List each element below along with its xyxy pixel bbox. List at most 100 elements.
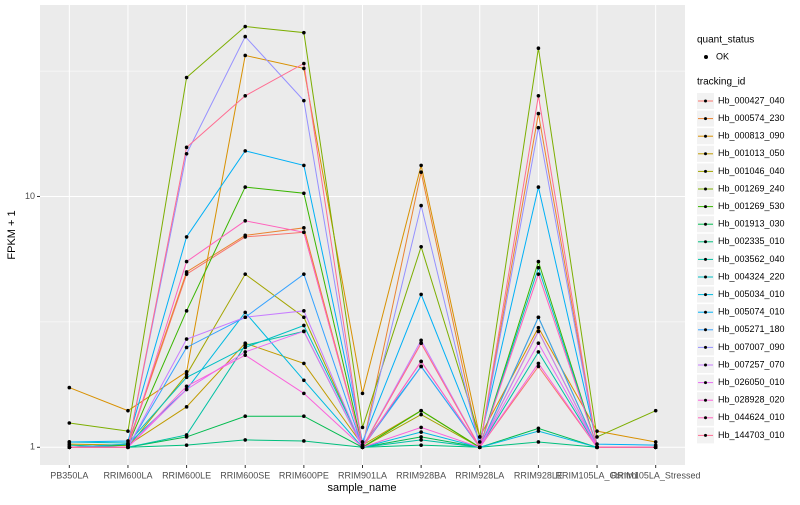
legend-label: Hb_004324_220	[718, 271, 785, 281]
legend-key-point	[704, 222, 707, 226]
point	[243, 94, 248, 98]
point	[184, 337, 189, 341]
legend-label: Hb_001913_030	[718, 219, 785, 229]
legend-key-point	[704, 240, 707, 244]
legend-key-point	[704, 152, 707, 156]
y-axis-title: FPKM + 1	[6, 210, 18, 259]
point	[419, 443, 423, 447]
point	[243, 350, 248, 354]
point	[302, 323, 306, 328]
point	[536, 111, 541, 116]
x-axis-title: sample_name	[327, 482, 396, 494]
point	[302, 163, 306, 168]
x-tick-label: RRIM600SE	[220, 470, 270, 480]
x-tick-label: RRIM105LA_Stressed	[611, 470, 701, 480]
point	[302, 329, 306, 334]
point	[243, 353, 248, 357]
point	[477, 440, 482, 444]
x-tick-label: RRIM928LA	[455, 470, 504, 480]
point	[595, 429, 599, 433]
legend-label: Hb_000574_230	[718, 113, 785, 123]
point	[302, 230, 306, 235]
point	[419, 364, 423, 369]
point	[419, 341, 423, 346]
legend-label: Hb_005074_010	[718, 307, 785, 317]
point	[184, 387, 189, 392]
point	[126, 408, 130, 413]
point	[536, 272, 541, 276]
point	[184, 75, 189, 80]
legend-label: Hb_144703_010	[718, 430, 785, 440]
point	[126, 439, 130, 443]
point	[184, 433, 189, 437]
point	[184, 405, 189, 409]
point	[477, 435, 482, 439]
point	[243, 315, 248, 320]
point	[302, 315, 306, 320]
point	[243, 34, 248, 39]
point	[302, 439, 306, 443]
point	[184, 270, 189, 274]
legend-label: Hb_000813_090	[718, 131, 785, 141]
point	[184, 345, 189, 350]
point	[536, 426, 541, 431]
point	[536, 329, 541, 334]
point	[419, 425, 423, 430]
point	[302, 391, 306, 396]
point	[184, 375, 189, 380]
point	[419, 435, 423, 439]
legend-key-point	[704, 205, 707, 209]
legend-key-point	[704, 363, 707, 367]
point	[419, 359, 423, 364]
point	[184, 443, 189, 447]
point	[243, 414, 248, 419]
legend-key-point	[704, 117, 707, 121]
legend-label: Hb_001046_040	[718, 166, 785, 176]
legend-label: Hb_026050_010	[718, 377, 785, 387]
point	[243, 233, 248, 238]
point	[67, 440, 72, 444]
point	[419, 408, 423, 413]
point	[536, 315, 541, 320]
point	[536, 429, 541, 433]
point	[184, 259, 189, 264]
point	[536, 185, 541, 189]
point	[536, 265, 541, 270]
point	[536, 46, 541, 51]
point	[302, 66, 306, 71]
point	[595, 445, 599, 450]
x-tick-label: RRIM928BA	[396, 470, 446, 480]
point	[302, 272, 306, 276]
point	[184, 145, 189, 150]
point	[360, 445, 365, 450]
point	[302, 191, 306, 196]
legend-label: Hb_007257_070	[718, 359, 785, 369]
legend-label: Hb_002335_010	[718, 236, 785, 246]
x-tick-label: RRIM105LA_Control	[556, 470, 639, 480]
point	[302, 414, 306, 419]
point	[653, 440, 658, 444]
point	[243, 185, 248, 189]
point	[243, 53, 248, 58]
point	[477, 445, 482, 450]
legend-key-point	[704, 169, 707, 173]
point	[243, 310, 248, 315]
legend-key-point	[704, 381, 707, 385]
point	[302, 309, 306, 313]
legend-label: Hb_005271_180	[718, 324, 785, 334]
x-tick-label: RRIM600PE	[279, 470, 329, 480]
point	[536, 440, 541, 444]
point	[184, 309, 189, 313]
point	[419, 163, 423, 168]
point	[419, 430, 423, 434]
x-tick-label: RRIM928LE	[514, 470, 563, 480]
point	[536, 125, 541, 130]
point	[536, 259, 541, 264]
point-legend-title: quant_status	[697, 35, 754, 46]
point	[184, 369, 189, 374]
point	[302, 61, 306, 66]
point	[243, 345, 248, 350]
point	[184, 372, 189, 377]
point	[243, 149, 248, 153]
